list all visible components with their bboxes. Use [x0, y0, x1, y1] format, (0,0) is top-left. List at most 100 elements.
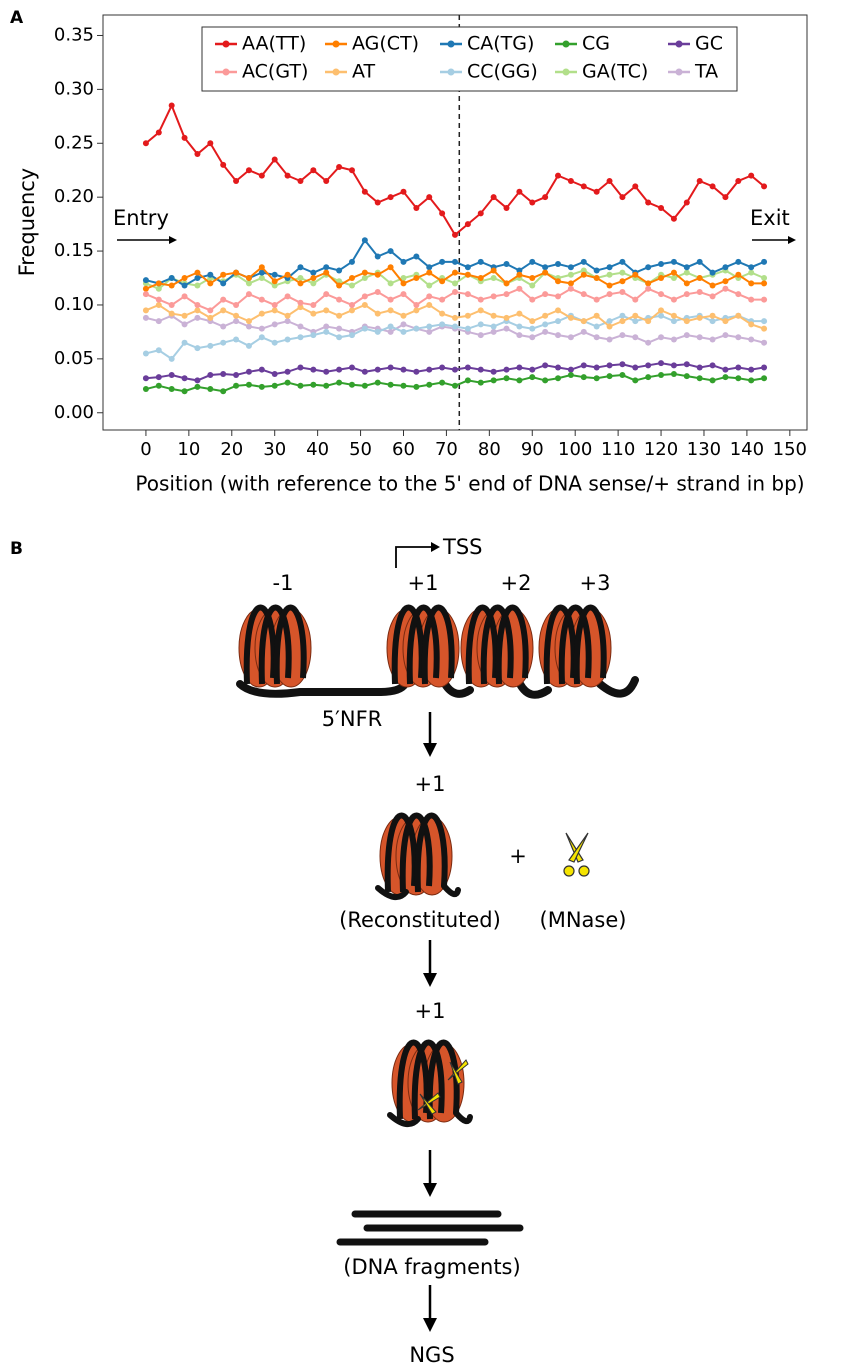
y-tick-label: 0.15 [54, 240, 94, 261]
point [168, 386, 175, 393]
dna-wrap [396, 1039, 430, 1120]
point [194, 307, 201, 314]
point [271, 321, 278, 328]
fragments-label: (DNA fragments) [343, 1255, 520, 1279]
point [619, 372, 626, 379]
point [516, 271, 523, 278]
nucleosome-label: +2 [501, 571, 532, 595]
point [439, 296, 446, 303]
point [464, 312, 471, 319]
point [748, 377, 755, 384]
arrow-head [423, 743, 437, 757]
point [142, 307, 149, 314]
point [207, 372, 214, 379]
point [194, 275, 201, 282]
point [555, 278, 562, 285]
point [658, 360, 665, 367]
point [258, 275, 265, 282]
point [683, 361, 690, 368]
point [361, 382, 368, 389]
point [619, 278, 626, 285]
point [632, 334, 639, 341]
point [297, 382, 304, 389]
point [155, 280, 162, 287]
nucleosome-label: +3 [580, 571, 611, 595]
point [297, 323, 304, 330]
point [580, 318, 587, 325]
point [155, 374, 162, 381]
point [696, 275, 703, 282]
nucleosome [538, 604, 612, 688]
point [670, 269, 677, 276]
point [645, 339, 652, 346]
series [142, 370, 768, 395]
point [722, 264, 729, 271]
legend-label: CA(TG) [467, 33, 534, 55]
legend-label: AT [352, 61, 376, 83]
point [632, 364, 639, 371]
point [323, 382, 330, 389]
x-tick-label: 140 [730, 439, 764, 460]
point [258, 172, 265, 179]
point [348, 332, 355, 339]
point [245, 323, 252, 330]
point [658, 261, 665, 267]
point [529, 334, 536, 341]
reconstituted-label: (Reconstituted) [339, 908, 501, 932]
point [529, 282, 536, 289]
point [245, 280, 252, 287]
point [284, 172, 291, 179]
point [670, 258, 677, 265]
point [735, 258, 742, 265]
series [142, 264, 768, 292]
point [426, 323, 433, 330]
point [207, 307, 214, 314]
point [658, 307, 665, 314]
point [181, 375, 188, 382]
point [168, 102, 175, 109]
dna-wrap [465, 604, 499, 685]
x-tick-label: 80 [478, 439, 501, 460]
point [735, 334, 742, 341]
point [426, 328, 433, 335]
point [233, 318, 240, 325]
point [464, 221, 471, 228]
point [709, 269, 716, 276]
point [490, 312, 497, 319]
point [516, 332, 523, 339]
point [542, 321, 549, 328]
point [645, 374, 652, 381]
point [490, 275, 497, 282]
point [529, 275, 536, 282]
point [374, 271, 381, 278]
point [233, 312, 240, 319]
legend-swatch [332, 40, 340, 48]
x-tick-label: 100 [558, 439, 592, 460]
point [593, 267, 600, 274]
point [426, 264, 433, 271]
annotation: Entry [113, 206, 169, 230]
x-tick-label: 50 [349, 439, 372, 460]
point [503, 291, 510, 298]
point [284, 271, 291, 278]
point [593, 364, 600, 371]
plot-area: 0 10 20 30 40 50 60 70 80 90 100 110 120 130 140 150 0.0… [54, 15, 807, 460]
point [336, 312, 343, 319]
point [490, 267, 497, 274]
point [696, 314, 703, 321]
point [181, 321, 188, 328]
point [748, 280, 755, 287]
point [683, 373, 690, 380]
point [555, 261, 562, 267]
point [555, 375, 562, 382]
point [142, 350, 149, 357]
point [606, 178, 613, 184]
point [580, 271, 587, 278]
point [207, 314, 214, 321]
point [413, 275, 420, 282]
point [606, 336, 613, 343]
point [709, 318, 716, 325]
point [348, 381, 355, 388]
point [452, 366, 458, 373]
x-tick-label: 20 [220, 439, 243, 460]
